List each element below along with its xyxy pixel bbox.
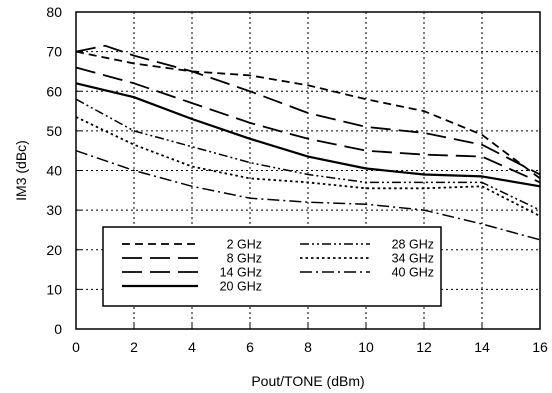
y-tick-label: 30 <box>46 202 62 218</box>
y-tick-label: 0 <box>54 321 62 337</box>
y-tick-label: 80 <box>46 4 62 20</box>
y-tick-label: 60 <box>46 83 62 99</box>
x-tick-label: 16 <box>532 339 548 355</box>
series-line-6 <box>75 116 541 217</box>
y-tick-labels: 0 10 20 30 40 50 60 70 80 <box>46 4 81 337</box>
y-tick-label: 40 <box>46 163 62 179</box>
x-tick-label: 8 <box>304 339 312 355</box>
legend-box <box>102 226 442 307</box>
x-tick-label: 14 <box>474 339 490 355</box>
series-line-5 <box>75 98 541 211</box>
y-tick-label: 10 <box>46 281 62 297</box>
legend-label: 8 GHz <box>227 252 262 266</box>
legend-label: 28 GHz <box>392 238 434 252</box>
series-line-1 <box>75 50 541 180</box>
x-tick-labels: 0 2 4 6 8 10 12 14 16 <box>72 324 548 355</box>
legend-label: 34 GHz <box>392 252 434 266</box>
x-tick-label: 4 <box>188 339 196 355</box>
series-lines <box>75 44 541 241</box>
x-tick-label: 12 <box>416 339 432 355</box>
series-line-2 <box>75 44 541 176</box>
series-line-4 <box>75 82 541 188</box>
legend-label: 2 GHz <box>227 238 262 252</box>
legend-label: 20 GHz <box>220 280 262 294</box>
y-tick-label: 20 <box>46 242 62 258</box>
x-tick-label: 10 <box>358 339 374 355</box>
legend-label: 14 GHz <box>220 266 262 280</box>
x-axis-label: Pout/TONE (dBm) <box>251 373 364 389</box>
x-tick-label: 2 <box>130 339 138 355</box>
series-line-3 <box>75 66 541 184</box>
legend-label: 40 GHz <box>392 266 434 280</box>
y-axis-label: IM3 (dBc) <box>13 140 29 201</box>
x-tick-label: 0 <box>72 339 80 355</box>
x-tick-label: 6 <box>246 339 254 355</box>
y-tick-label: 70 <box>46 44 62 60</box>
y-tick-label: 50 <box>46 123 62 139</box>
